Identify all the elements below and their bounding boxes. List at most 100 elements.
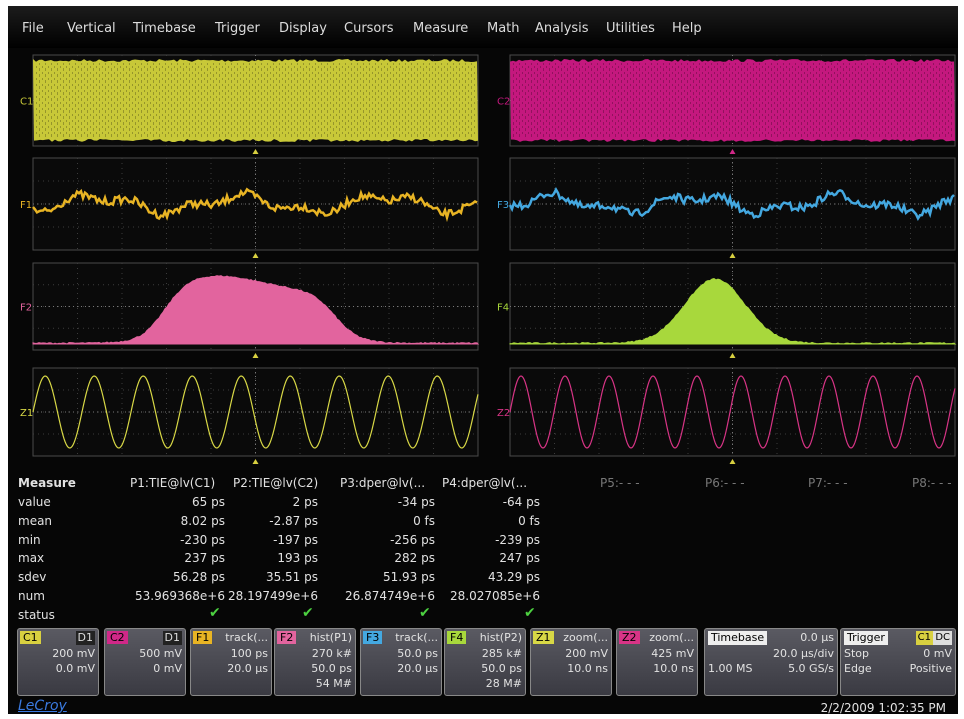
measure-row-label: num bbox=[18, 589, 45, 603]
trigger-marker bbox=[252, 353, 259, 358]
waveform-texture bbox=[35, 63, 476, 138]
descriptor-box[interactable]: Z2 zoom(... 425 mV 10.0 ns bbox=[616, 628, 698, 696]
trigger-marker bbox=[252, 149, 259, 154]
panel-label: F3 bbox=[497, 200, 509, 211]
descriptor-box[interactable]: F1 track(... 100 ps 20.0 µs bbox=[190, 628, 272, 696]
measure-row-label: mean bbox=[18, 513, 53, 528]
descriptor-title: D1 bbox=[162, 631, 182, 645]
descriptor-badge: Z1 bbox=[533, 631, 554, 644]
measure-value: 56.28 ps bbox=[172, 570, 225, 585]
descriptor-line: 500 mV bbox=[139, 647, 182, 660]
trigger-marker bbox=[729, 459, 736, 464]
measure-value: -64 ps bbox=[502, 495, 540, 509]
descriptor-line: 10.0 ns bbox=[653, 662, 694, 675]
descriptor-title: zoom(... bbox=[649, 631, 694, 644]
measure-value: 237 ps bbox=[184, 551, 225, 566]
menu-item[interactable]: Cursors bbox=[344, 21, 394, 36]
panel-label: Z1 bbox=[20, 408, 33, 419]
measure-value: -230 ps bbox=[180, 532, 225, 547]
waveform bbox=[508, 187, 955, 222]
trigger-marker bbox=[729, 253, 736, 258]
brand-logo: LeCroy bbox=[18, 698, 67, 714]
measure-value: 51.93 ps bbox=[382, 570, 435, 585]
menu-item[interactable]: File bbox=[22, 21, 44, 36]
measure-value: 282 ps bbox=[394, 551, 435, 566]
measure-value: 247 ps bbox=[499, 551, 540, 566]
menu-item[interactable]: Analysis bbox=[535, 21, 589, 36]
descriptor-line: 28 M# bbox=[485, 677, 522, 690]
trigger-marker bbox=[729, 353, 736, 358]
timebase-value: 20.0 µs/div bbox=[773, 647, 834, 660]
status-check: ✔ bbox=[209, 604, 221, 621]
status-check: ✔ bbox=[419, 604, 431, 621]
measure-value: 53.969368e+6 bbox=[135, 589, 225, 603]
trigger-marker bbox=[729, 149, 736, 154]
waveform bbox=[509, 278, 957, 345]
measure-value: 193 ps bbox=[277, 551, 318, 566]
measure-header: Measure bbox=[18, 476, 76, 490]
measure-header: P3:dper@lv(... bbox=[340, 476, 426, 490]
descriptor-box[interactable]: F3 track(... 50.0 ps 20.0 µs bbox=[360, 628, 442, 696]
waveform bbox=[32, 275, 480, 345]
trigger-value: 0 mV bbox=[923, 647, 952, 660]
descriptor-box[interactable]: F4 hist(P2) 285 k# 50.0 ps 28 M# bbox=[444, 628, 526, 696]
descriptor-box[interactable]: C2 D1 500 mV 0 mV bbox=[104, 628, 186, 696]
descriptor-title: track(... bbox=[225, 631, 268, 644]
panel-label: F1 bbox=[20, 200, 32, 211]
descriptor-line: 200 mV bbox=[52, 647, 95, 660]
measure-value: 65 ps bbox=[192, 495, 225, 509]
measure-row-label: value bbox=[18, 495, 51, 509]
descriptor-badge: C2 bbox=[107, 631, 128, 644]
menu-item[interactable]: Help bbox=[672, 21, 702, 36]
measure-value: 28.197499e+6 bbox=[228, 589, 318, 603]
measure-value: 43.29 ps bbox=[487, 570, 540, 585]
measure-value: 26.874749e+6 bbox=[345, 589, 435, 603]
descriptor-box[interactable]: F2 hist(P1) 270 k# 50.0 ps 54 M# bbox=[274, 628, 356, 696]
menu-item[interactable]: Utilities bbox=[606, 21, 655, 36]
measure-value: -2.87 ps bbox=[269, 513, 318, 528]
descriptor-line: 270 k# bbox=[311, 647, 352, 660]
descriptor-line: 10.0 ns bbox=[567, 662, 608, 675]
status-check: ✔ bbox=[524, 604, 536, 621]
menu-item[interactable]: Math bbox=[487, 21, 520, 36]
measure-row-label: max bbox=[18, 551, 45, 566]
measure-value: -239 ps bbox=[495, 532, 540, 547]
descriptor-badge: F2 bbox=[277, 631, 297, 644]
descriptor-title: zoom(... bbox=[563, 631, 608, 644]
descriptor-line: 285 k# bbox=[481, 647, 522, 660]
menu-item[interactable]: Display bbox=[279, 21, 327, 36]
descriptor-box[interactable]: C1 D1 200 mV 0.0 mV bbox=[17, 628, 99, 696]
timebase-value: 1.00 MS bbox=[708, 662, 753, 675]
panel-label: C1 bbox=[20, 97, 33, 108]
menu-item[interactable]: Timebase bbox=[133, 21, 196, 36]
menu-item[interactable]: Trigger bbox=[215, 21, 260, 36]
menu-bar bbox=[8, 6, 958, 48]
measure-value: 35.51 ps bbox=[265, 570, 318, 585]
waveform-texture bbox=[512, 63, 953, 138]
measure-header: P5:- - - bbox=[600, 476, 640, 490]
measure-value: -256 ps bbox=[390, 532, 435, 547]
waveform bbox=[32, 375, 479, 449]
menu-item[interactable]: Measure bbox=[413, 21, 469, 36]
descriptor-line: 50.0 ps bbox=[397, 647, 438, 660]
measure-row-label: min bbox=[18, 532, 41, 547]
trigger-coupling: DC bbox=[933, 631, 952, 645]
measure-header: P4:dper@lv(... bbox=[442, 476, 528, 490]
descriptor-title: track(... bbox=[395, 631, 438, 644]
timebase-delay: 0.0 µs bbox=[800, 631, 834, 644]
panel-label: Z2 bbox=[497, 408, 510, 419]
trigger-box[interactable]: Trigger C1 DC Stop 0 mV Edge Positive bbox=[840, 628, 956, 696]
timebase-box[interactable]: Timebase 0.0 µs 20.0 µs/div 1.00 MS 5.0 GS/s bbox=[704, 628, 838, 696]
menu-item[interactable]: Vertical bbox=[67, 21, 116, 36]
measure-header: P7:- - - bbox=[808, 476, 848, 490]
measure-row-label: status bbox=[18, 607, 55, 622]
measure-header: P2:TIE@lv(C2) bbox=[233, 476, 319, 490]
timebase-title: Timebase bbox=[708, 631, 768, 645]
descriptor-line: 54 M# bbox=[315, 677, 352, 690]
descriptor-line: 100 ps bbox=[230, 647, 268, 660]
panel-label: F2 bbox=[20, 303, 32, 314]
panel-label: F4 bbox=[497, 303, 509, 314]
descriptor-box[interactable]: Z1 zoom(... 200 mV 10.0 ns bbox=[530, 628, 612, 696]
descriptor-title: hist(P1) bbox=[309, 631, 352, 644]
